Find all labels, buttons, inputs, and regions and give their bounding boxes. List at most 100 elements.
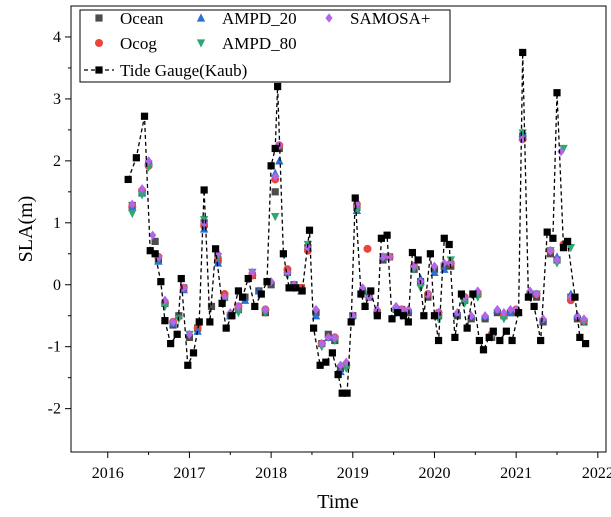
legend-marker — [196, 39, 206, 48]
series-tide-gauge-kaub — [124, 48, 590, 397]
data-point — [519, 48, 527, 57]
legend-item: Ocog — [95, 34, 157, 53]
data-point — [275, 156, 284, 165]
data-point — [185, 329, 194, 339]
data-point — [537, 336, 545, 345]
data-point — [149, 230, 157, 240]
data-point — [161, 295, 169, 305]
legend-item: Ocean — [95, 9, 164, 28]
y-tick-label: 0 — [53, 277, 61, 294]
legend-label: Tide Gauge(Kaub) — [120, 61, 247, 80]
data-point — [222, 324, 230, 332]
data-point — [543, 228, 551, 236]
data-point — [137, 191, 147, 200]
data-point — [342, 357, 350, 367]
data-point — [440, 234, 448, 242]
data-point — [481, 311, 489, 321]
data-point — [128, 199, 136, 209]
data-point — [157, 278, 165, 286]
data-point — [493, 304, 501, 315]
data-point — [424, 289, 432, 299]
data-point — [298, 287, 306, 295]
x-tick-label: 2020 — [418, 465, 450, 482]
data-point — [195, 318, 203, 326]
data-point — [151, 237, 159, 245]
data-point — [184, 361, 192, 369]
data-point — [363, 244, 372, 253]
data-point — [267, 162, 275, 170]
series-ocean — [128, 132, 588, 372]
data-point — [479, 346, 488, 354]
data-point — [342, 364, 351, 373]
data-point — [200, 186, 208, 194]
data-point — [169, 317, 177, 327]
data-point — [383, 231, 391, 239]
data-point — [358, 283, 367, 293]
data-point — [361, 302, 369, 311]
data-point — [311, 311, 321, 320]
data-point — [292, 284, 300, 292]
data-point — [263, 278, 271, 286]
legend-label: SAMOSA+ — [350, 9, 430, 28]
data-point — [573, 311, 582, 321]
data-point — [508, 336, 516, 345]
data-point — [334, 370, 342, 379]
data-point — [469, 290, 477, 298]
data-point — [373, 312, 381, 320]
data-point — [279, 250, 287, 258]
data-point — [189, 349, 198, 357]
y-tick-label: 1 — [53, 215, 61, 232]
data-point — [404, 304, 412, 315]
data-point — [234, 309, 243, 318]
data-point — [274, 82, 282, 91]
data-point — [430, 267, 439, 276]
data-point — [347, 318, 355, 326]
data-point — [177, 274, 185, 283]
data-point — [124, 175, 132, 184]
legend-item: AMPD_80 — [196, 34, 297, 53]
legend-item: SAMOSA+ — [325, 9, 430, 28]
data-point — [553, 255, 561, 265]
data-point — [502, 327, 510, 335]
data-point — [571, 293, 579, 301]
data-point — [500, 308, 508, 318]
data-point — [220, 292, 229, 302]
x-tick-label: 2019 — [337, 465, 369, 482]
data-point — [238, 293, 247, 301]
data-point — [312, 304, 320, 315]
legend-label: Ocean — [120, 9, 164, 28]
data-point — [270, 213, 280, 222]
data-point — [140, 112, 149, 120]
x-tick-label: 2017 — [173, 465, 205, 482]
data-point — [322, 358, 330, 366]
legend-label: AMPD_80 — [222, 34, 297, 53]
data-point — [318, 338, 326, 349]
data-point — [581, 339, 590, 348]
data-point — [257, 290, 265, 298]
x-axis-label: Time — [317, 491, 359, 513]
data-point — [475, 336, 483, 345]
data-point — [496, 336, 504, 345]
data-point — [367, 287, 375, 295]
data-point — [414, 256, 422, 264]
data-point — [206, 318, 214, 326]
data-point — [251, 302, 259, 311]
data-point — [549, 234, 557, 242]
data-point — [160, 302, 170, 312]
data-point — [248, 267, 256, 277]
data-point — [489, 327, 497, 335]
data-point — [234, 287, 243, 295]
legend-marker — [325, 13, 333, 23]
y-axis-label: SLA(m) — [15, 196, 37, 263]
data-point — [379, 252, 387, 262]
y-tick-label: -1 — [48, 339, 61, 356]
data-point — [580, 314, 588, 324]
data-point — [451, 333, 459, 342]
data-point — [506, 304, 515, 315]
data-point — [499, 315, 509, 324]
data-point — [532, 289, 541, 299]
legend-marker — [95, 66, 103, 74]
data-point — [173, 330, 181, 338]
data-point — [207, 302, 216, 311]
data-point — [515, 309, 523, 317]
